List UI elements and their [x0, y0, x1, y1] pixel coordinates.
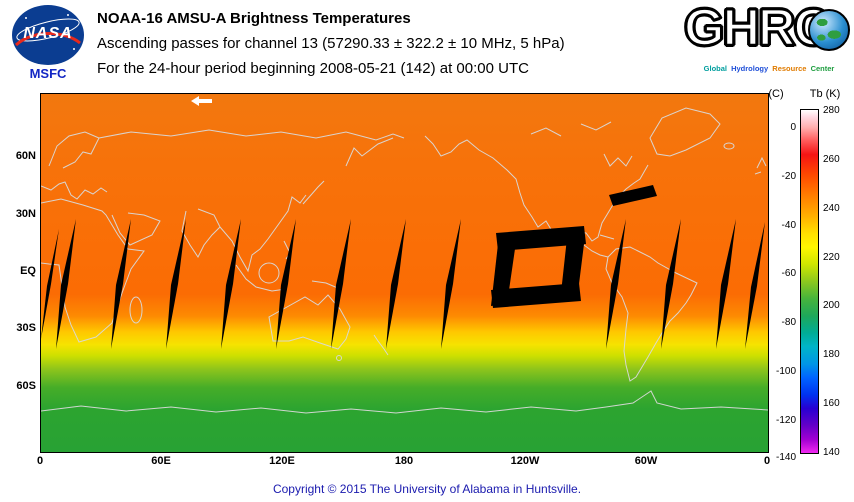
colorbar-k-tick: 260: [823, 154, 840, 165]
colorbar-unit-kelvin: Tb (K): [809, 88, 841, 100]
ghrc-tagline-word: Resource: [772, 64, 807, 73]
world-map-overlay: [41, 96, 768, 414]
y-axis-label-eq: EQ: [20, 265, 36, 277]
swath-direction-arrow-icon: [191, 96, 212, 106]
page-period: For the 24-hour period beginning 2008-05…: [97, 60, 529, 77]
colorbar-k-tick: 280: [823, 105, 840, 116]
nasa-logo: NASA: [12, 5, 84, 65]
y-axis-label-30n: 30N: [15, 208, 36, 220]
colorbar-c-tick: -40: [781, 220, 796, 231]
msfc-label: MSFC: [29, 66, 67, 81]
x-axis-label-60w: 60W: [634, 455, 658, 467]
ghrc-tagline-word: Center: [810, 64, 835, 73]
page-title: NOAA-16 AMSU-A Brightness Temperatures: [97, 10, 411, 27]
copyright-text: Copyright © 2015 The University of Alaba…: [272, 482, 582, 496]
ghrc-tagline-word: Global: [703, 64, 727, 73]
x-axis-label-120e: 120E: [269, 455, 295, 467]
no-data-stripes: [41, 219, 765, 349]
x-axis-label-0-left: 0: [36, 455, 44, 467]
colorbar-c-tick: -100: [775, 366, 796, 377]
ghrc-tagline-word: Hydrology: [731, 64, 769, 73]
colorbar-k-tick: 200: [823, 300, 840, 311]
ghrc-tagline: Global Hydrology Resource Center: [684, 64, 854, 73]
nasa-logo-orbit-swoosh-icon: [14, 14, 81, 50]
x-axis-label-120w: 120W: [510, 455, 540, 467]
colorbar-c-tick: -140: [775, 452, 796, 463]
y-axis-label-30s: 30S: [16, 322, 36, 334]
colorbar-c-tick: -120: [775, 415, 796, 426]
continent-outlines: [41, 107, 768, 414]
colorbar-unit-celsius: (C): [768, 88, 784, 100]
colorbar-c-tick: -80: [781, 317, 796, 328]
x-axis-label-0-right: 0: [763, 455, 771, 467]
y-axis-label-60n: 60N: [15, 150, 36, 162]
no-data-gap-dash: [609, 185, 657, 206]
x-axis-label-180: 180: [394, 455, 414, 467]
no-data-gap-h-shape: [491, 226, 586, 308]
colorbar-c-tick: 0: [790, 122, 796, 133]
colorbar-k-tick: 240: [823, 203, 840, 214]
brightness-temperature-map: [40, 93, 769, 453]
colorbar-k-tick: 140: [823, 447, 840, 458]
colorbar-k-tick: 160: [823, 398, 840, 409]
colorbar-k-tick: 180: [823, 349, 840, 360]
colorbar-c-tick: -60: [781, 268, 796, 279]
ghrc-logo-text: GHRC: [683, 0, 833, 57]
y-axis-label-60s: 60S: [16, 380, 36, 392]
ghrc-logo: GHRC Global Hydrology Resource Center: [683, 0, 854, 88]
x-axis-label-60e: 60E: [151, 455, 171, 467]
ghrc-globe-icon: [808, 9, 850, 51]
nasa-logo-text: NASA: [23, 25, 73, 42]
colorbar-c-tick: -20: [781, 171, 796, 182]
colorbar: [800, 109, 819, 454]
page-subtitle: Ascending passes for channel 13 (57290.3…: [97, 35, 565, 52]
colorbar-k-tick: 220: [823, 252, 840, 263]
